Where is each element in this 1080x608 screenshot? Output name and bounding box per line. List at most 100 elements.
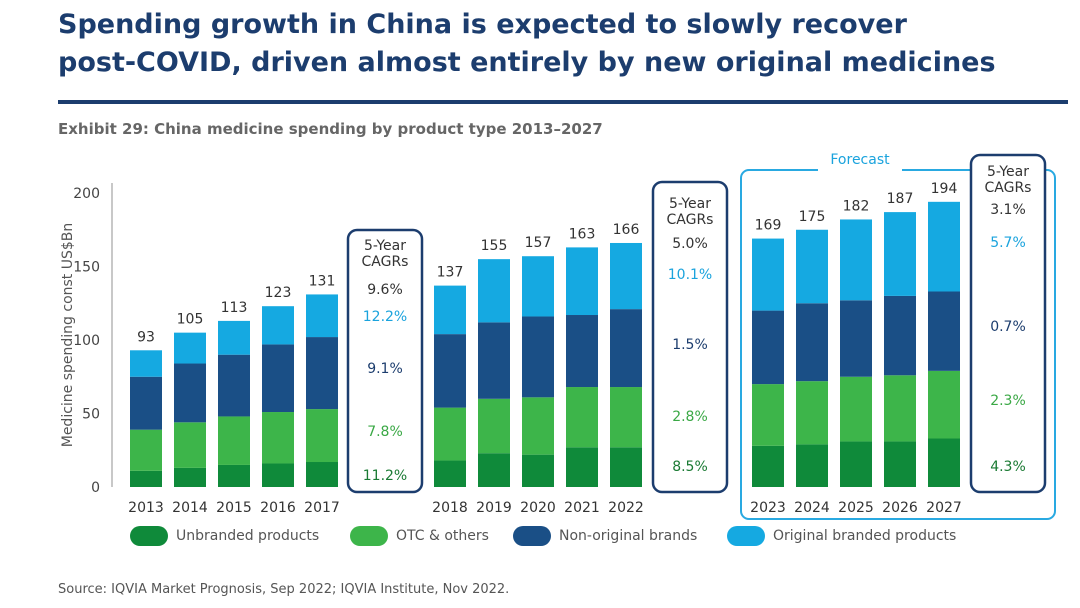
bar-segment-original xyxy=(174,332,206,364)
bar-segment-original xyxy=(434,285,466,335)
bar-segment-otc xyxy=(610,387,642,448)
bar-segment-original xyxy=(610,242,642,310)
legend-item-unbranded: Unbranded products xyxy=(130,526,319,546)
legend-label-original: Original branded products xyxy=(773,528,957,544)
bar-segment-unbranded xyxy=(478,453,510,487)
legend-swatch-original xyxy=(727,526,765,546)
cagr-value-unbranded: 8.5% xyxy=(672,459,708,475)
bar-segment-original xyxy=(796,229,828,304)
legend: Unbranded products OTC & others Non-orig… xyxy=(130,526,1030,548)
bar-segment-non-original xyxy=(928,291,960,371)
cagr-panel-title: 5-Year xyxy=(364,238,406,254)
bar-segment-non-original xyxy=(752,310,784,385)
y-tick-label: 200 xyxy=(73,186,100,202)
cagr-value-original: 12.2% xyxy=(363,309,407,325)
x-tick-label: 2027 xyxy=(926,500,962,516)
bar-segment-non-original xyxy=(610,309,642,388)
cagr-value-otc: 2.8% xyxy=(672,409,708,425)
bar-total-label: 155 xyxy=(481,238,508,254)
bar-segment-unbranded xyxy=(262,463,294,487)
bar-total-label: 157 xyxy=(525,235,552,251)
bar-segment-non-original xyxy=(262,344,294,413)
bar-segment-otc xyxy=(218,416,250,465)
cagr-panel-subtitle: CAGRs xyxy=(985,180,1032,196)
source-note: Source: IQVIA Market Prognosis, Sep 2022… xyxy=(58,582,510,597)
x-tick-label: 2020 xyxy=(520,500,556,516)
bar-segment-original xyxy=(130,350,162,377)
bar-total-label: 137 xyxy=(437,265,464,281)
bar-segment-otc xyxy=(566,387,598,448)
bar-segment-otc xyxy=(130,429,162,471)
bar-segment-otc xyxy=(174,422,206,468)
x-tick-label: 2024 xyxy=(794,500,830,516)
x-tick-label: 2015 xyxy=(216,500,252,516)
title-rule xyxy=(58,100,1068,104)
x-tick-label: 2022 xyxy=(608,500,644,516)
cagr-panel-subtitle: CAGRs xyxy=(362,254,409,270)
bar-segment-non-original xyxy=(174,363,206,423)
bar-segment-non-original xyxy=(840,300,872,377)
cagr-value-otc: 7.8% xyxy=(367,424,403,440)
forecast-label: Forecast xyxy=(830,152,890,168)
y-axis-label: Medicine spending const US$Bn xyxy=(60,223,76,448)
bar-segment-non-original xyxy=(522,316,554,398)
bar-segment-non-original xyxy=(796,303,828,382)
cagr-value-original: 10.1% xyxy=(668,267,712,283)
bar-segment-unbranded xyxy=(522,454,554,487)
legend-swatch-otc xyxy=(350,526,388,546)
bar-segment-otc xyxy=(796,381,828,445)
cagr-value-original: 5.7% xyxy=(990,235,1026,251)
cagr-value-non-original: 0.7% xyxy=(990,319,1026,335)
bar-segment-otc xyxy=(884,375,916,442)
bar-total-label: 182 xyxy=(843,198,870,214)
bar-segment-unbranded xyxy=(928,438,960,487)
bar-segment-unbranded xyxy=(218,464,250,487)
bar-total-label: 93 xyxy=(137,329,155,345)
x-tick-label: 2026 xyxy=(882,500,918,516)
legend-item-non-original: Non-original brands xyxy=(513,526,697,546)
bar-segment-unbranded xyxy=(566,447,598,487)
bar-segment-non-original xyxy=(566,315,598,388)
legend-item-otc: OTC & others xyxy=(350,526,489,546)
bar-segment-otc xyxy=(478,398,510,454)
bar-segment-original xyxy=(840,219,872,301)
bar-segment-unbranded xyxy=(130,470,162,487)
legend-label-unbranded: Unbranded products xyxy=(176,528,320,544)
bar-segment-unbranded xyxy=(752,445,784,487)
cagr-value-non-original: 9.1% xyxy=(367,361,403,377)
bar-segment-unbranded xyxy=(840,441,872,487)
cagr-panel-title: 5-Year xyxy=(669,196,711,212)
y-tick-label: 50 xyxy=(82,407,100,423)
bar-total-label: 123 xyxy=(265,285,292,301)
cagr-value-total: 9.6% xyxy=(367,282,403,298)
x-tick-label: 2021 xyxy=(564,500,600,516)
bar-segment-unbranded xyxy=(796,444,828,487)
bar-segment-otc xyxy=(434,407,466,461)
bar-segment-non-original xyxy=(218,354,250,417)
bar-total-label: 163 xyxy=(569,226,596,242)
bar-segment-otc xyxy=(522,397,554,455)
x-tick-label: 2014 xyxy=(172,500,208,516)
bar-total-label: 169 xyxy=(755,218,782,234)
x-tick-label: 2016 xyxy=(260,500,296,516)
bar-segment-otc xyxy=(306,409,338,463)
cagr-panel-frame xyxy=(346,228,424,494)
y-tick-label: 0 xyxy=(91,480,100,496)
headline-line-1: Spending growth in China is expected to … xyxy=(58,9,907,40)
forecast-label-bg xyxy=(818,160,902,176)
cagr-value-total: 3.1% xyxy=(990,202,1026,218)
bar-total-label: 175 xyxy=(799,209,826,225)
cagr-value-unbranded: 11.2% xyxy=(363,468,407,484)
bar-segment-otc xyxy=(928,370,960,439)
bar-segment-otc xyxy=(262,412,294,464)
legend-label-non-original: Non-original brands xyxy=(559,528,698,544)
legend-item-original: Original branded products xyxy=(727,526,956,546)
bar-segment-unbranded xyxy=(610,447,642,487)
x-tick-label: 2017 xyxy=(304,500,340,516)
bar-segment-unbranded xyxy=(306,462,338,487)
legend-swatch-non-original xyxy=(513,526,551,546)
bar-segment-unbranded xyxy=(884,441,916,487)
x-tick-label: 2025 xyxy=(838,500,874,516)
cagr-panel-frame xyxy=(651,180,729,494)
